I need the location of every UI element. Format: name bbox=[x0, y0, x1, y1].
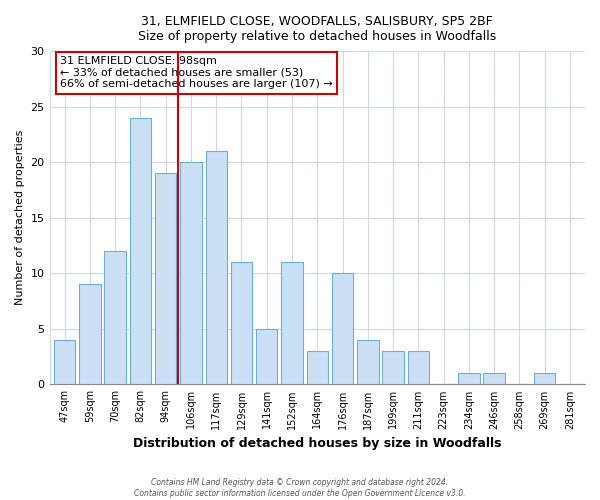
Y-axis label: Number of detached properties: Number of detached properties bbox=[15, 130, 25, 306]
Text: Contains HM Land Registry data © Crown copyright and database right 2024.
Contai: Contains HM Land Registry data © Crown c… bbox=[134, 478, 466, 498]
Bar bbox=[357, 340, 379, 384]
Bar bbox=[484, 374, 505, 384]
Bar bbox=[307, 351, 328, 384]
Text: 31 ELMFIELD CLOSE: 98sqm
← 33% of detached houses are smaller (53)
66% of semi-d: 31 ELMFIELD CLOSE: 98sqm ← 33% of detach… bbox=[60, 56, 333, 90]
Bar bbox=[54, 340, 76, 384]
Title: 31, ELMFIELD CLOSE, WOODFALLS, SALISBURY, SP5 2BF
Size of property relative to d: 31, ELMFIELD CLOSE, WOODFALLS, SALISBURY… bbox=[138, 15, 496, 43]
Bar bbox=[206, 151, 227, 384]
Bar bbox=[382, 351, 404, 384]
Bar bbox=[281, 262, 303, 384]
Bar bbox=[231, 262, 252, 384]
Bar bbox=[79, 284, 101, 384]
Bar bbox=[155, 174, 176, 384]
Bar bbox=[256, 329, 277, 384]
Bar bbox=[130, 118, 151, 384]
Bar bbox=[458, 374, 479, 384]
X-axis label: Distribution of detached houses by size in Woodfalls: Distribution of detached houses by size … bbox=[133, 437, 502, 450]
Bar bbox=[332, 274, 353, 384]
Bar bbox=[534, 374, 556, 384]
Bar bbox=[407, 351, 429, 384]
Bar bbox=[104, 251, 126, 384]
Bar bbox=[180, 162, 202, 384]
